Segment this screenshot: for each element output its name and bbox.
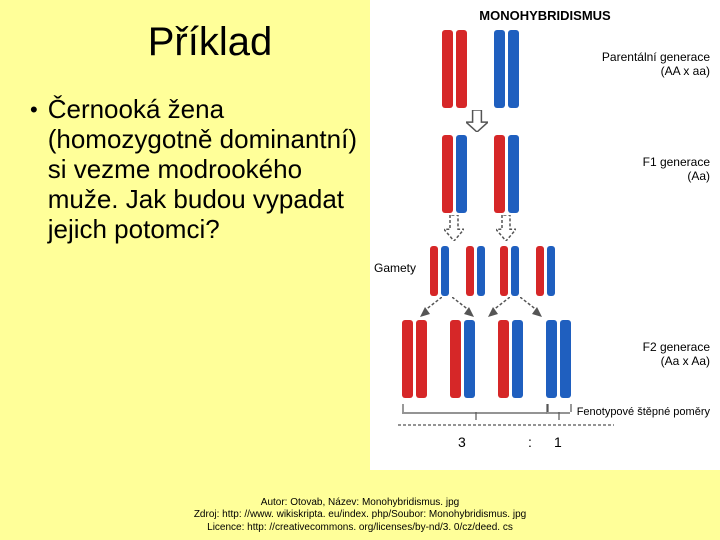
chromosome [456,135,467,213]
slide-title: Příklad [60,20,360,65]
arrow-icon [520,297,542,317]
ratio-value: : [528,434,532,450]
ratio-value: 1 [554,434,562,450]
chromosome-pair [402,320,427,398]
credit-line: Autor: Otovab, Název: Monohybridismus. j… [0,497,720,510]
chromosome-pair [546,320,571,398]
chromosome-pair [494,30,519,108]
chromosome [546,320,557,398]
chromosome-pair [430,246,449,296]
chromosome-pair [450,320,475,398]
diagram-title: MONOHYBRIDISMUS [479,8,610,23]
chromosome [442,135,453,213]
bracket-line [398,424,614,426]
chromosome [494,135,505,213]
chromosome-pair [442,135,467,213]
tick-line [475,412,477,420]
chromosome [466,246,474,296]
tick-line [402,404,404,412]
arrow-icon [496,215,516,241]
bullet-text: Černooká žena (homozygotně dominantní) s… [48,95,360,244]
bullet-item: • Černooká žena (homozygotně dominantní)… [30,95,360,244]
chromosome [494,30,505,108]
diagram-label: F2 generace(Aa x Aa) [643,340,710,369]
diagram-panel: MONOHYBRIDISMUS Parentální generace(AA x… [370,0,720,470]
chromosome [464,320,475,398]
chromosome-pair [494,135,519,213]
chromosome [430,246,438,296]
chromosome [498,320,509,398]
arrow-icon [452,297,474,317]
arrow-icon [420,297,442,317]
chromosome [450,320,461,398]
diagram-label: Parentální generace(AA x aa) [602,50,710,79]
chromosome [441,246,449,296]
diagram-label: Gamety [374,261,416,275]
tick-line [570,404,572,412]
bullet-dot: • [30,95,38,244]
credit-line: Licence: http: //creativecommons. org/li… [0,522,720,535]
chromosome [560,320,571,398]
ratio-value: 3 [458,434,466,450]
credits: Autor: Otovab, Název: Monohybridismus. j… [0,497,720,535]
chromosome [500,246,508,296]
chromosome [456,30,467,108]
chromosome [477,246,485,296]
text-column: Příklad • Černooká žena (homozygotně dom… [0,0,370,540]
arrow-icon [444,215,464,241]
chromosome [536,246,544,296]
chromosome-pair [536,246,555,296]
tick-line [546,404,548,412]
chromosome [508,135,519,213]
chromosome-pair [442,30,467,108]
tick-line [558,412,560,420]
chromosome-pair [500,246,519,296]
chromosome [511,246,519,296]
arrow-icon [466,110,488,132]
diagram-label: Fenotypové štěpné poměry [577,406,710,419]
credit-line: Zdroj: http: //www. wikiskripta. eu/inde… [0,509,720,522]
chromosome [442,30,453,108]
chromosome-pair [498,320,523,398]
chromosome [508,30,519,108]
chromosome [512,320,523,398]
arrow-icon [488,297,510,317]
chromosome-pair [466,246,485,296]
diagram-label: F1 generace(Aa) [643,155,710,184]
chromosome [402,320,413,398]
chromosome [547,246,555,296]
chromosome [416,320,427,398]
slide: Příklad • Černooká žena (homozygotně dom… [0,0,720,540]
